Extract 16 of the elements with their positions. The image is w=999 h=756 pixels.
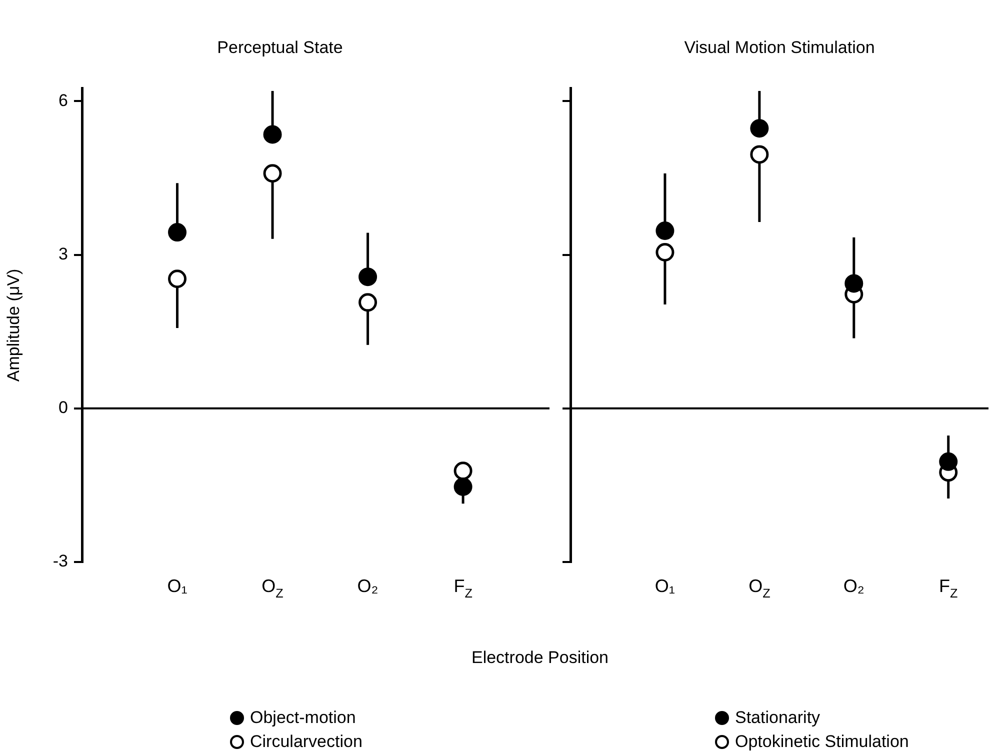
legend-label: Circularvection xyxy=(250,732,362,752)
x-tick-label: O₂ xyxy=(357,576,378,596)
chart-title: Perceptual State xyxy=(217,38,343,57)
x-tick-label: O₂ xyxy=(843,576,864,596)
chart-title: Visual Motion Stimulation xyxy=(684,38,875,57)
y-tick-label: -3 xyxy=(52,552,68,571)
x-axis-title: Electrode Position xyxy=(471,648,609,668)
legend-label: Object-motion xyxy=(250,708,356,728)
legend-label: Stationarity xyxy=(735,708,820,728)
y-tick-label: 6 xyxy=(58,90,68,110)
y-tick-label: 0 xyxy=(58,398,68,418)
x-tick-label: O₁ xyxy=(167,576,188,596)
y-tick-label: 3 xyxy=(58,244,68,264)
legend-label: Optokinetic Stimulation xyxy=(735,732,909,752)
y-axis-title: Amplitude (μV) xyxy=(4,268,23,382)
x-tick-label: O₁ xyxy=(654,576,676,596)
